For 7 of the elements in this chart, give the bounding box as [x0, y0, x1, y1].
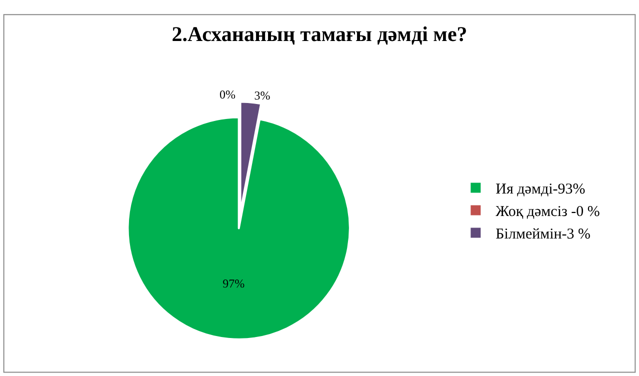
legend-label: Ия дәмді-93%: [496, 182, 586, 198]
data-label: 3%: [254, 88, 270, 102]
data-label: 97%: [222, 276, 245, 291]
text: 0%: [220, 88, 236, 102]
chart-title: 2.Асхананың тамағы дәмді ме?: [172, 22, 468, 46]
legend-label: Білмеймін-3 %: [496, 226, 591, 243]
legend-label: Жоқ дәмсіз -0 %: [496, 204, 600, 220]
